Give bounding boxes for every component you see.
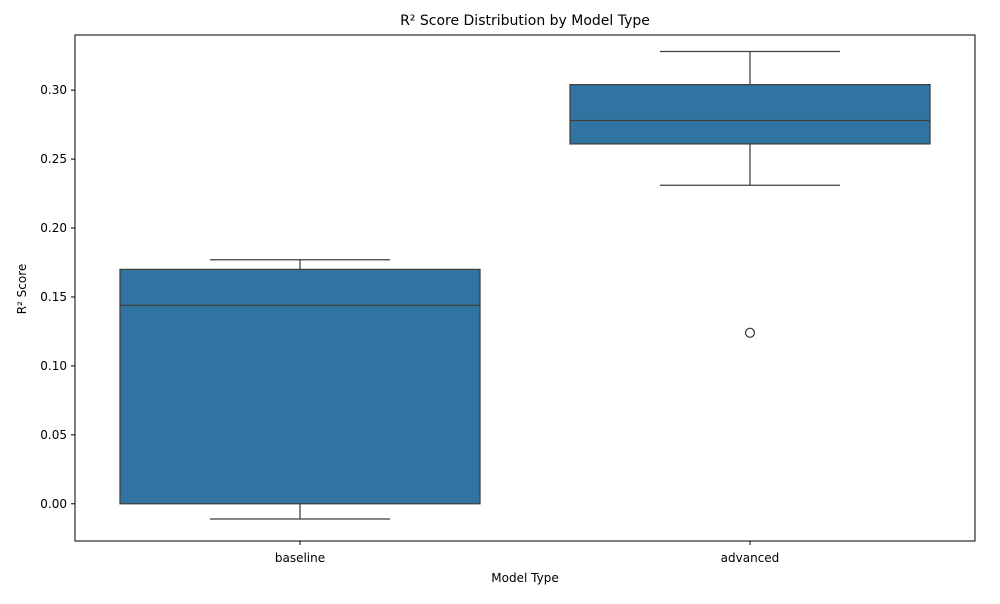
- y-tick-label-4: 0.20: [40, 221, 67, 235]
- y-axis-label: R² Score: [15, 264, 29, 315]
- y-tick-label-2: 0.10: [40, 359, 67, 373]
- x-tick-label-baseline: baseline: [275, 551, 325, 565]
- y-tick-label-0: 0.00: [40, 497, 67, 511]
- outlier-point-advanced-0: [744, 327, 756, 338]
- y-tick-label-5: 0.25: [40, 152, 67, 166]
- plot-frame: [74, 34, 976, 542]
- plot-area: baseline advanced 0.00 0.05 0.10 0.15 0.20 0.25…: [40, 34, 976, 565]
- x-tick-label-advanced: advanced: [721, 551, 780, 565]
- box-advanced: [569, 84, 931, 145]
- x-axis-label: Model Type: [491, 571, 558, 585]
- y-tick-label-3: 0.15: [40, 290, 67, 304]
- box-baseline: [119, 268, 481, 505]
- y-tick-label-1: 0.05: [40, 428, 67, 442]
- chart-title: R² Score Distribution by Model Type: [400, 13, 650, 29]
- y-tick-label-6: 0.30: [40, 83, 67, 97]
